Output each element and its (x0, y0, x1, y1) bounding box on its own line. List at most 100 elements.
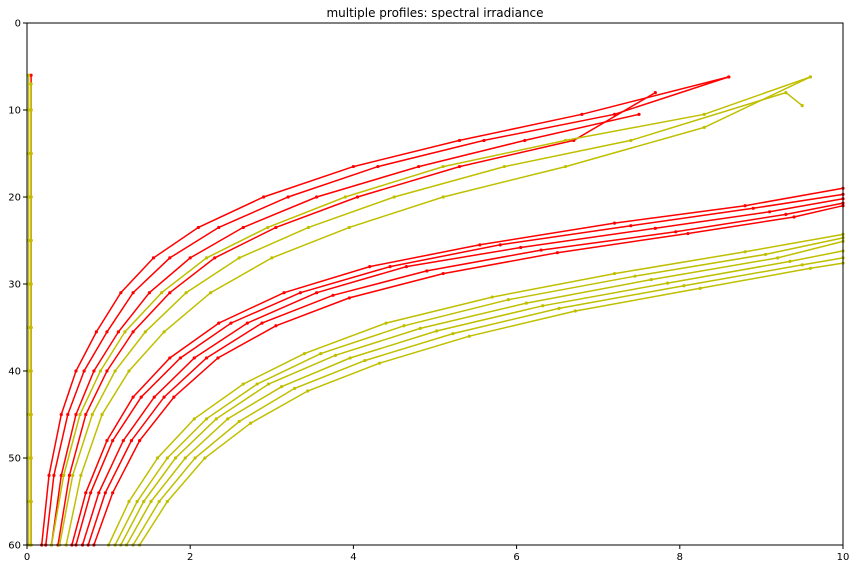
data-point (59, 473, 63, 477)
data-point (315, 195, 319, 199)
data-point (255, 382, 259, 386)
series-12 (29, 82, 33, 547)
series-line (71, 187, 844, 546)
data-point (188, 256, 192, 260)
data-point (260, 321, 264, 325)
data-point (629, 224, 633, 228)
series-17 (113, 236, 845, 547)
data-point (123, 330, 127, 334)
x-tick-label: 0 (24, 552, 30, 563)
y-tick-label: 60 (8, 541, 21, 552)
data-point (743, 250, 747, 254)
series-11 (27, 73, 31, 547)
data-point (557, 306, 561, 310)
data-point (682, 284, 686, 288)
data-point (490, 295, 494, 299)
series-6 (70, 186, 845, 547)
data-point (173, 456, 178, 460)
data-point (467, 334, 471, 338)
data-point (27, 151, 31, 156)
data-point (184, 291, 188, 295)
series-21 (138, 261, 845, 547)
data-point (315, 291, 319, 295)
series-line (93, 204, 844, 546)
data-point (274, 225, 278, 230)
data-point (274, 324, 278, 328)
data-point (245, 321, 249, 325)
y-tick-label: 0 (15, 19, 21, 30)
data-point (98, 369, 103, 373)
series-line (65, 76, 811, 546)
data-point (204, 256, 209, 260)
x-tick-label: 10 (837, 552, 850, 563)
data-point (237, 419, 241, 424)
data-point (612, 271, 617, 276)
data-point (147, 291, 151, 295)
data-point (94, 330, 98, 334)
data-point (763, 252, 768, 257)
series-8 (80, 197, 845, 547)
data-point (776, 256, 780, 260)
data-point (29, 325, 33, 330)
data-point (457, 138, 462, 143)
data-point (29, 195, 33, 199)
series-line (87, 202, 844, 546)
data-point (193, 456, 197, 460)
data-point (217, 321, 221, 325)
data-point (90, 412, 94, 417)
data-point (135, 499, 139, 504)
data-point (203, 456, 207, 460)
data-point (196, 225, 200, 230)
data-point (27, 108, 31, 112)
series-line (132, 257, 844, 546)
data-point (425, 269, 429, 273)
data-point (506, 298, 511, 302)
y-tick-label: 10 (8, 106, 21, 117)
data-point (784, 91, 788, 95)
x-tick-label: 2 (187, 552, 193, 563)
data-point (727, 75, 731, 79)
data-point (702, 125, 706, 129)
data-point (113, 369, 117, 373)
series-19 (124, 249, 845, 547)
data-point (66, 412, 70, 417)
data-point (478, 243, 482, 247)
series-line (81, 197, 844, 546)
data-point (302, 352, 307, 356)
series-line (75, 193, 844, 546)
data-point (151, 256, 156, 260)
data-point (131, 330, 135, 334)
data-point (331, 293, 335, 297)
data-point (665, 281, 670, 285)
series-16 (107, 232, 845, 547)
series-2 (40, 75, 731, 547)
series-line (50, 113, 640, 546)
data-point (653, 91, 657, 95)
data-point (800, 263, 804, 267)
data-point (388, 265, 392, 269)
data-point (457, 164, 462, 169)
data-point (47, 473, 51, 477)
data-point (103, 491, 107, 495)
data-point (241, 382, 245, 386)
data-point (216, 356, 220, 360)
y-tick-label: 40 (8, 367, 21, 378)
data-point (808, 75, 812, 79)
data-point (127, 369, 131, 373)
data-point (451, 331, 455, 336)
data-point (698, 286, 702, 290)
data-point (502, 164, 506, 169)
data-point (347, 296, 351, 300)
data-point (165, 499, 169, 504)
data-point (139, 395, 143, 399)
series-20 (131, 256, 845, 547)
series-9 (86, 201, 845, 547)
data-point (84, 491, 88, 495)
data-point (351, 164, 355, 169)
data-point (192, 417, 196, 421)
data-point (784, 212, 788, 216)
data-point (29, 369, 33, 373)
data-point (111, 439, 115, 443)
data-point (155, 456, 160, 460)
data-point (105, 439, 109, 443)
